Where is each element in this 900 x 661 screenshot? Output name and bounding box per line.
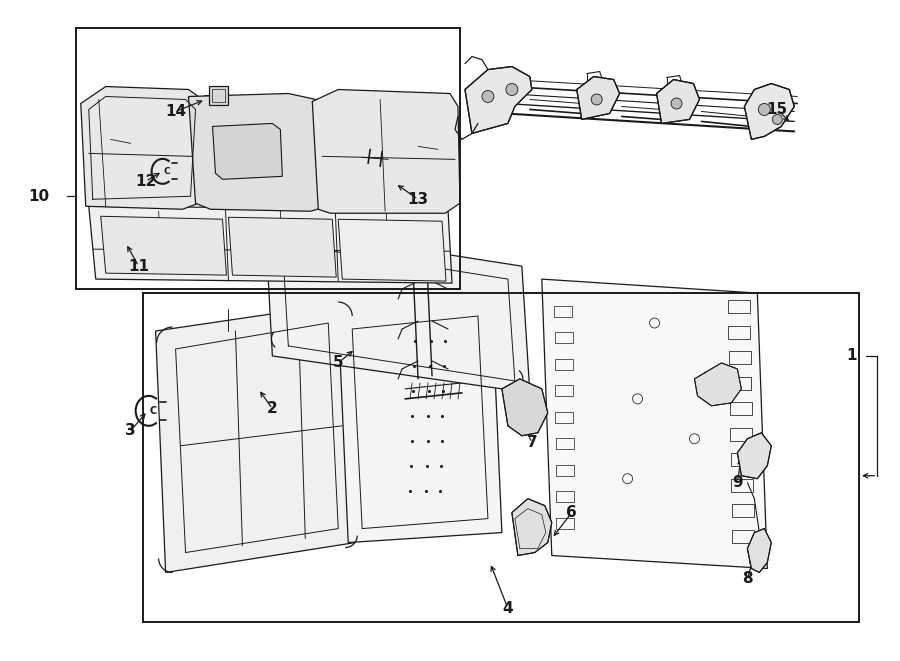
- Polygon shape: [737, 433, 771, 479]
- Bar: [728, 300, 750, 313]
- Bar: [730, 402, 752, 415]
- Polygon shape: [89, 206, 452, 283]
- Text: 13: 13: [408, 192, 428, 207]
- Bar: [729, 377, 751, 389]
- Bar: [555, 412, 573, 423]
- Bar: [555, 438, 573, 449]
- Polygon shape: [502, 379, 548, 436]
- Bar: [554, 359, 572, 370]
- Bar: [555, 385, 573, 397]
- Polygon shape: [577, 77, 619, 120]
- Bar: [209, 85, 229, 106]
- Bar: [554, 332, 572, 344]
- Text: 1: 1: [846, 348, 857, 364]
- Polygon shape: [81, 87, 205, 210]
- Bar: [142, 293, 860, 623]
- Text: 12: 12: [135, 174, 157, 189]
- Text: 4: 4: [502, 601, 513, 616]
- Bar: [556, 465, 574, 476]
- Polygon shape: [229, 217, 337, 277]
- Bar: [556, 491, 574, 502]
- Polygon shape: [156, 303, 356, 572]
- Bar: [554, 306, 572, 317]
- Text: 10: 10: [28, 189, 50, 204]
- Bar: [731, 428, 752, 440]
- Polygon shape: [695, 363, 742, 406]
- Text: 3: 3: [125, 423, 136, 438]
- Bar: [731, 453, 752, 466]
- Polygon shape: [338, 219, 446, 281]
- Bar: [733, 529, 754, 543]
- Text: 15: 15: [767, 102, 788, 117]
- Polygon shape: [266, 226, 530, 393]
- Bar: [728, 326, 751, 338]
- Polygon shape: [189, 93, 332, 212]
- Bar: [212, 89, 226, 102]
- Polygon shape: [744, 83, 795, 139]
- Polygon shape: [747, 529, 771, 572]
- Text: 14: 14: [165, 104, 186, 119]
- Circle shape: [591, 94, 602, 105]
- Polygon shape: [512, 498, 552, 555]
- Polygon shape: [465, 67, 532, 134]
- Circle shape: [482, 91, 494, 102]
- Circle shape: [506, 83, 518, 95]
- Polygon shape: [657, 79, 699, 124]
- Text: 7: 7: [526, 435, 537, 450]
- Text: 8: 8: [742, 571, 752, 586]
- Circle shape: [772, 114, 782, 124]
- Text: C: C: [149, 406, 157, 416]
- Bar: [732, 479, 753, 492]
- Text: 5: 5: [333, 356, 344, 370]
- Text: C: C: [163, 167, 170, 176]
- Text: 6: 6: [566, 505, 577, 520]
- Bar: [556, 518, 574, 529]
- Bar: [729, 351, 751, 364]
- Polygon shape: [212, 124, 283, 179]
- Polygon shape: [542, 279, 768, 568]
- Text: 9: 9: [732, 475, 742, 490]
- Bar: [76, 28, 460, 289]
- Circle shape: [671, 98, 682, 109]
- Text: 11: 11: [128, 258, 149, 274]
- Circle shape: [759, 104, 770, 116]
- Text: 2: 2: [267, 401, 278, 416]
- Polygon shape: [101, 216, 227, 275]
- Polygon shape: [312, 89, 460, 214]
- Bar: [732, 504, 754, 517]
- Polygon shape: [338, 303, 502, 543]
